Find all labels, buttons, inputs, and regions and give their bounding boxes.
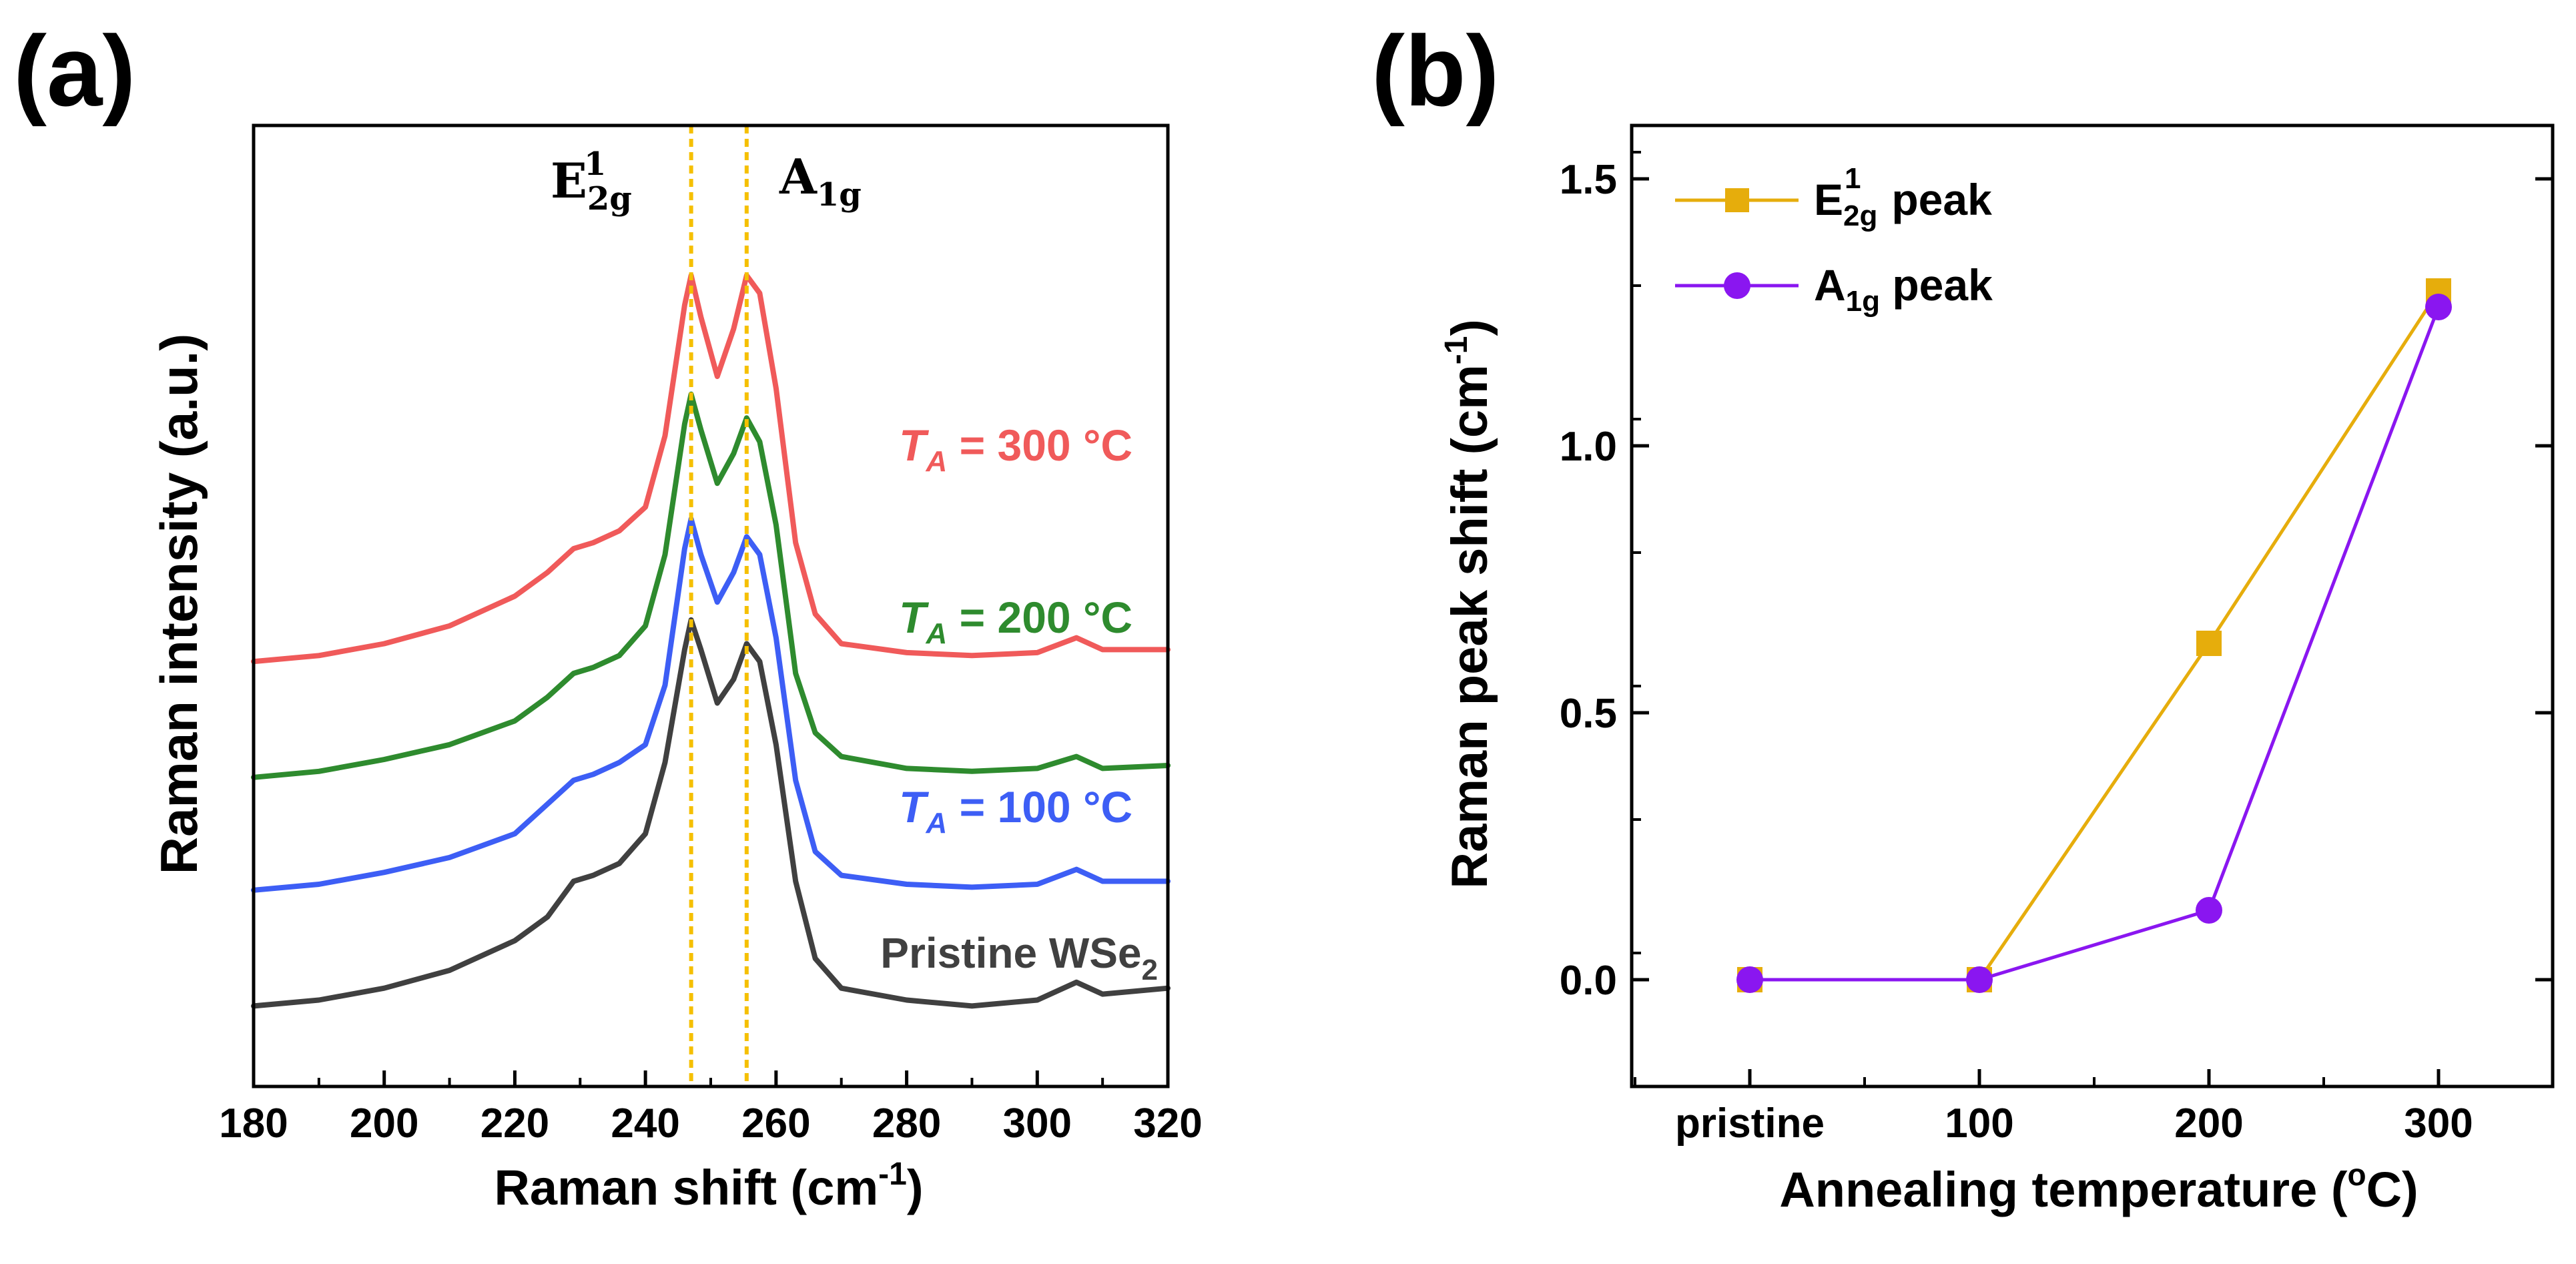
panel-b-legend: E2g1 peak A1g peak — [1675, 162, 1993, 318]
panel-b-y-axis-title: Raman peak shift (cm-1) — [1439, 319, 1498, 889]
spectrum-line — [251, 617, 1171, 1009]
panel-b-label: (b) — [1371, 15, 1500, 127]
panel-b-series-group — [1736, 278, 2452, 993]
panel-b-circle-marker — [1736, 966, 1763, 993]
panel-b-series-line — [1750, 290, 2441, 982]
spectrum-line — [251, 391, 1171, 780]
panel-b-series-line — [1750, 306, 2441, 982]
panel-a-x-tick-label: 220 — [480, 1100, 549, 1147]
panel-a-x-tick-label: 180 — [219, 1100, 288, 1147]
panel-b-x-tick-label: 300 — [2404, 1100, 2473, 1147]
panel-b-chart: 0.0 0.5 1.0 1.5 pristine 100 200 300 E2g1 peak… — [1439, 123, 2555, 1217]
panel-a-label: (a) — [13, 15, 135, 127]
panel-b-circle-marker — [2196, 897, 2222, 924]
annotation-e2g1: E2g1 — [551, 145, 632, 218]
legend-a1g-marker — [1724, 272, 1750, 299]
panel-a-chart: 180 200 220 240 260 280 300 320 TA = 300 °C TA … — [149, 123, 1203, 1215]
panel-b-plot-frame — [1630, 123, 2555, 1088]
panel-b-y-tick-label: 1.0 — [1560, 424, 1617, 470]
legend-a1g-label: A1g peak — [1814, 260, 1993, 318]
panel-a-series-group — [251, 272, 1171, 1009]
panel-b-y-tick-label: 0.0 — [1560, 958, 1617, 1004]
legend-e2g-label: E2g1 peak — [1814, 162, 1992, 232]
panel-a-x-tick-label: 300 — [1003, 1100, 1072, 1147]
panel-b-x-tick-label: 200 — [2174, 1100, 2243, 1147]
panel-a-y-axis-title: Raman intensity (a.u.) — [149, 334, 208, 874]
panel-a-x-tick-label: 200 — [350, 1100, 418, 1147]
annotation-a1g: A1g — [779, 148, 862, 214]
panel-a-peak-guides — [689, 125, 749, 1086]
panel-b-circle-marker — [2425, 294, 2452, 320]
panel-a-x-tick-label: 260 — [741, 1100, 810, 1147]
panel-a-x-tick-label: 280 — [872, 1100, 941, 1147]
panel-b-x-axis-title: Annealing temperature (oC) — [1779, 1157, 2418, 1217]
label-pristine-wse2: Pristine WSe2 — [880, 929, 1158, 986]
spectrum-line — [251, 272, 1171, 665]
label-ta-200: TA = 200 °C — [899, 593, 1133, 650]
panel-a-x-tick-label: 240 — [611, 1100, 679, 1147]
panel-b-x-axis-ticks: pristine 100 200 300 — [1634, 1069, 2473, 1147]
spectrum-line — [251, 516, 1171, 893]
panel-a-x-axis-ticks: 180 200 220 240 260 280 300 320 — [219, 1070, 1203, 1147]
label-ta-100: TA = 100 °C — [899, 782, 1133, 840]
panel-b-y-tick-label: 0.5 — [1560, 691, 1617, 737]
panel-b-y-axis-ticks: 0.0 0.5 1.0 1.5 — [1560, 151, 2553, 1004]
panel-b-circle-marker — [1966, 966, 1993, 993]
label-ta-300: TA = 300 °C — [899, 420, 1133, 478]
panel-b-x-tick-label: 100 — [1945, 1100, 2013, 1147]
panel-b-square-marker — [2196, 631, 2222, 656]
panel-a-x-axis-title: Raman shift (cm-1) — [494, 1157, 923, 1215]
panel-b-x-tick-label: pristine — [1675, 1100, 1825, 1147]
legend-e2g-marker — [1725, 188, 1749, 212]
panel-b-y-tick-label: 1.5 — [1560, 157, 1617, 203]
panel-a-x-tick-label: 320 — [1133, 1100, 1202, 1147]
